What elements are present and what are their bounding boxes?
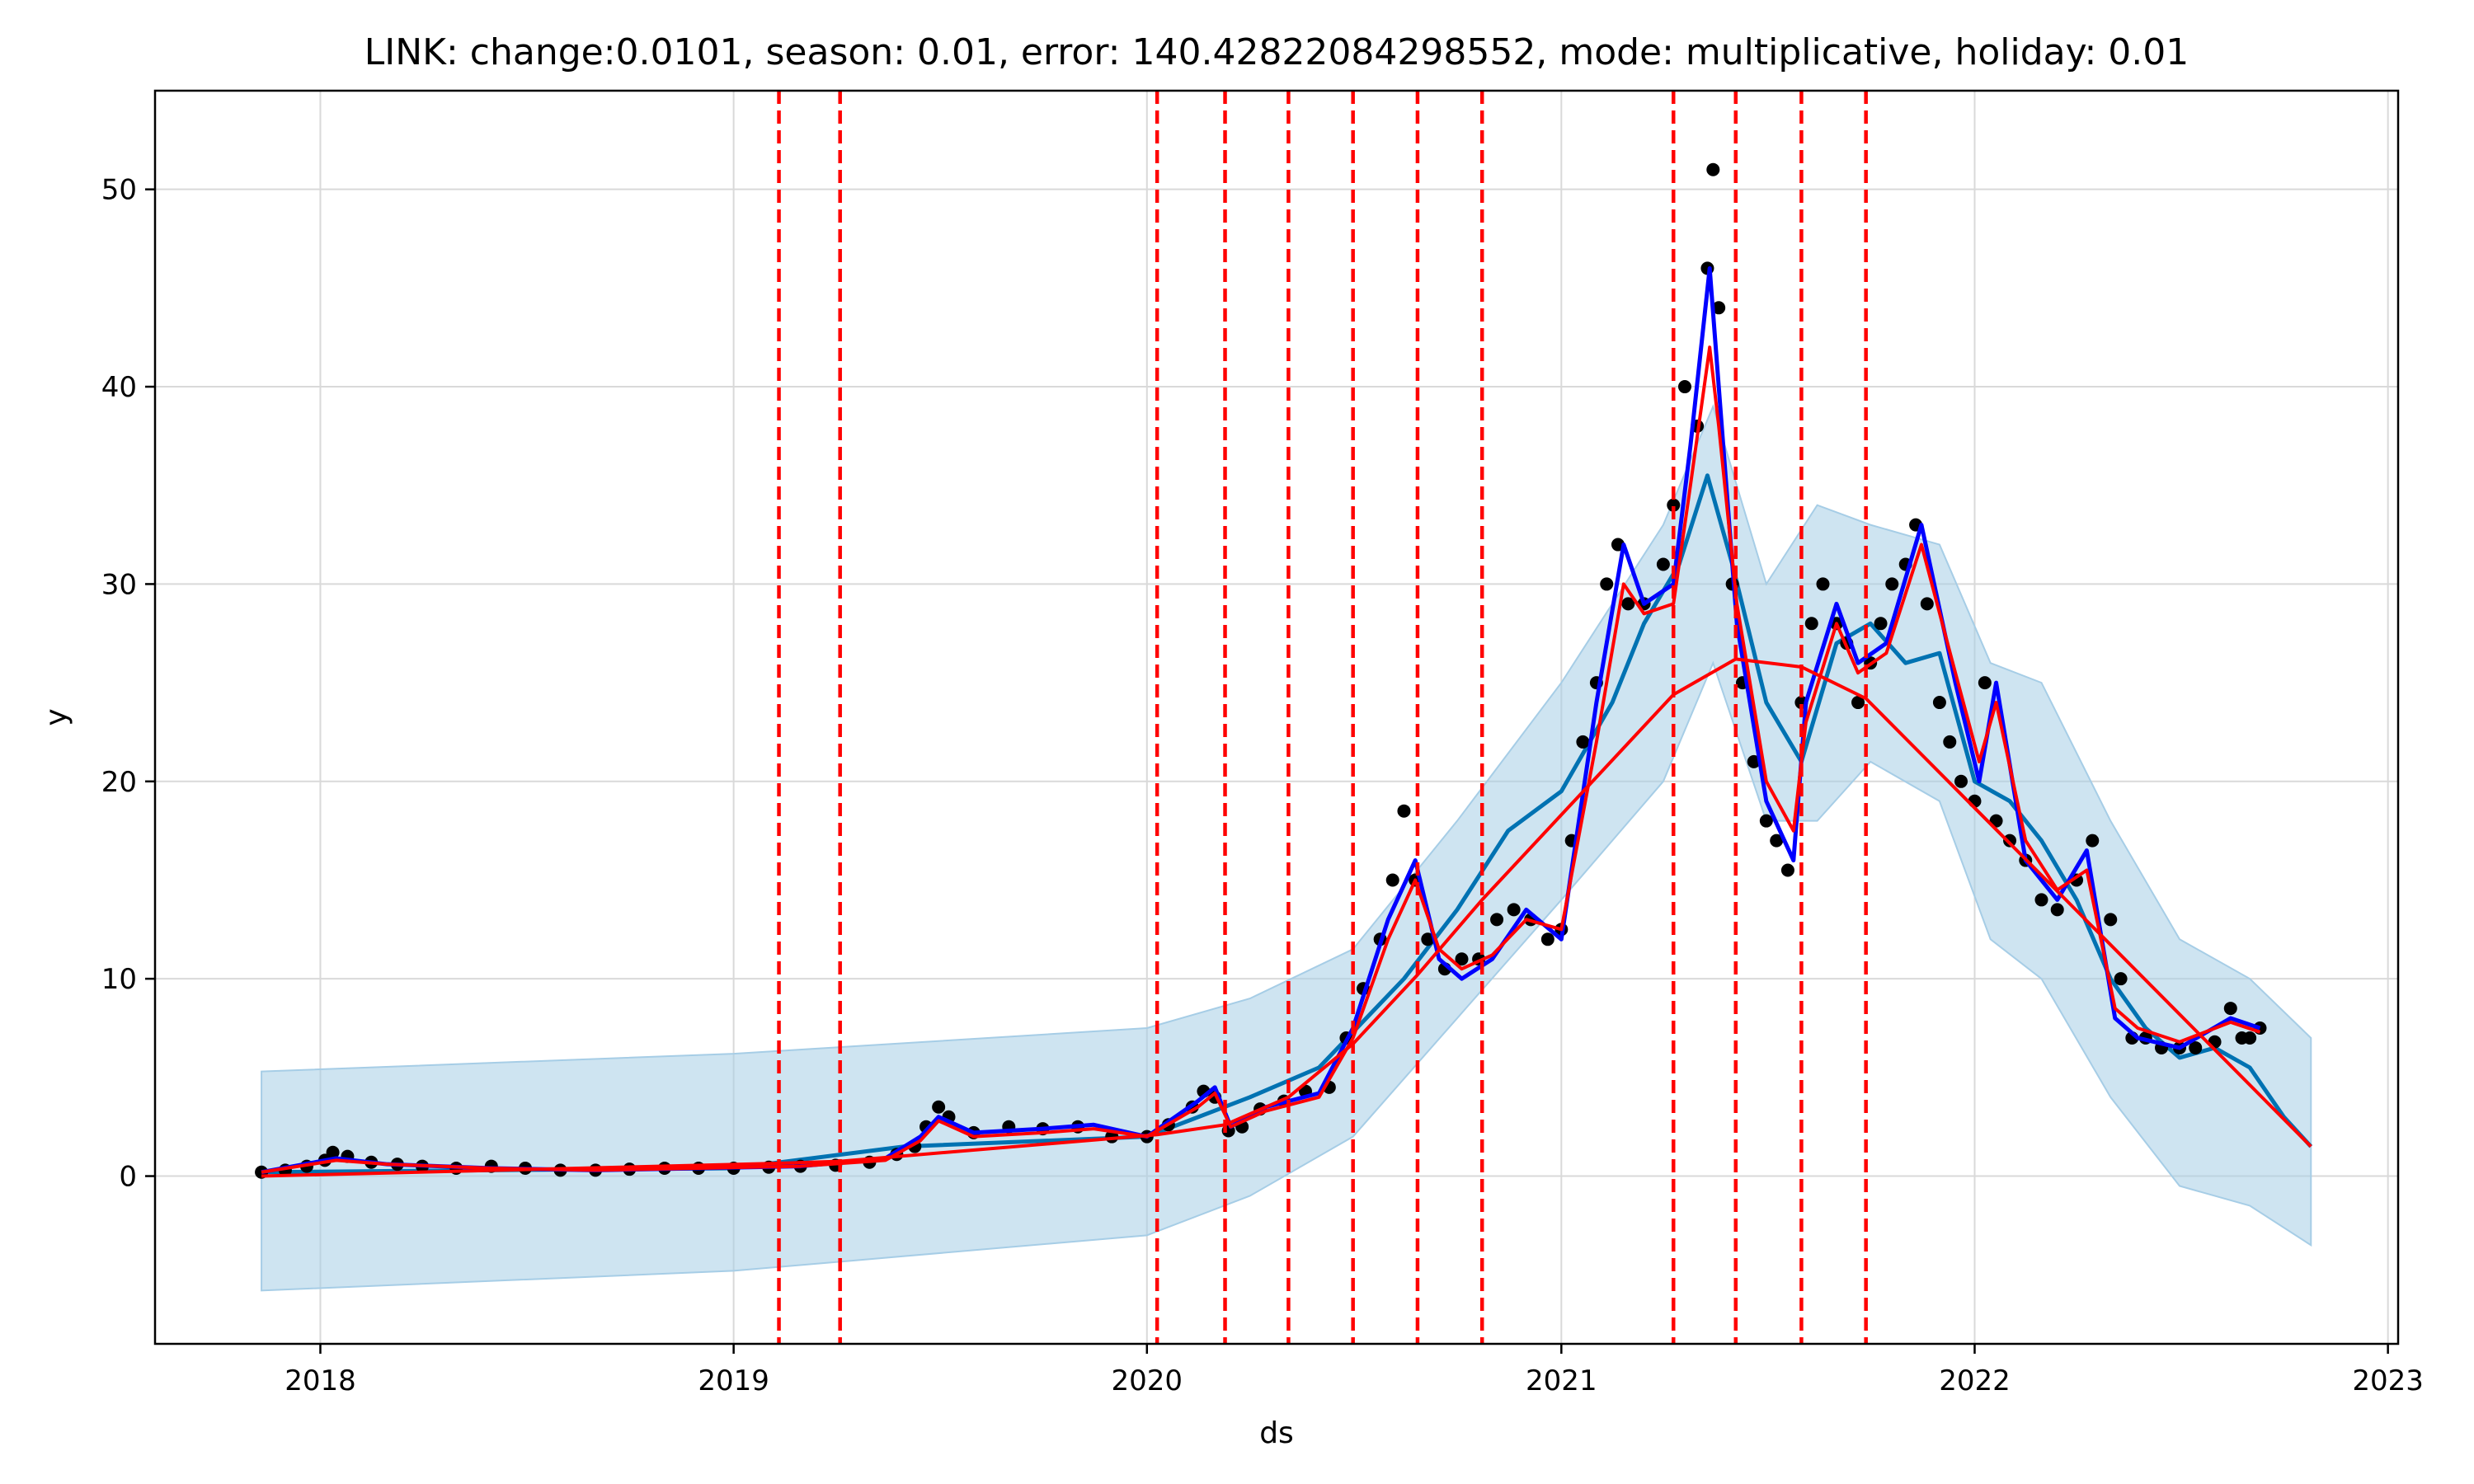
uncertainty-band [261, 404, 2312, 1292]
observed-point [1770, 834, 1784, 848]
forecast-line [261, 473, 2313, 1175]
observed-point [1932, 696, 1946, 710]
observed-point [1656, 557, 1670, 571]
observed-point [2034, 893, 2048, 907]
y-tick-label: 50 [101, 174, 137, 207]
observed-point [932, 1100, 946, 1114]
y-tick-label: 20 [101, 766, 137, 799]
x-tick-label: 2022 [1939, 1364, 2011, 1397]
x-tick-label: 2019 [698, 1364, 769, 1397]
observed-point [2243, 1031, 2257, 1045]
observed-point [1780, 863, 1794, 877]
observed-point [2050, 903, 2064, 917]
y-tick-label: 0 [119, 1161, 137, 1194]
fit-line-layer [261, 265, 2261, 1175]
observed-point [1385, 873, 1399, 887]
x-axis: 2018 2019 2020 2021 2022 2023 [285, 1344, 2424, 1397]
trend-fit-line [261, 345, 2261, 1174]
observed-point [1943, 735, 1957, 749]
observed-point [2086, 834, 2100, 848]
trend-line-layer [261, 345, 2312, 1178]
observed-point [1706, 162, 1720, 176]
changepoints-layer [777, 91, 1868, 1344]
observed-point [1851, 696, 1865, 710]
x-tick-label: 2020 [1112, 1364, 1183, 1397]
observed-point [1759, 814, 1773, 828]
x-tick-label: 2023 [2352, 1364, 2424, 1397]
observed-point [1490, 913, 1504, 927]
observed-point [2104, 913, 2118, 927]
forecast-line-layer [261, 473, 2313, 1175]
trend-line [261, 657, 2312, 1178]
x-axis-label: ds [1259, 1416, 1294, 1450]
y-axis: 0 10 20 30 40 50 [101, 174, 155, 1194]
y-tick-label: 40 [101, 371, 137, 404]
observed-point [1978, 676, 1992, 690]
observed-point [1507, 903, 1521, 917]
observed-point [1816, 577, 1830, 591]
observed-point [1667, 498, 1681, 512]
y-tick-label: 30 [101, 568, 137, 601]
observed-point [1885, 577, 1899, 591]
chart-title: LINK: change:0.0101, season: 0.01, error… [365, 31, 2189, 73]
y-tick-label: 10 [101, 963, 137, 996]
observed-point [2189, 1040, 2203, 1054]
observed-point [1954, 774, 1968, 788]
observed-point [2114, 972, 2128, 986]
y-axis-label: y [40, 708, 73, 726]
observed-point [1677, 380, 1691, 394]
fit-line [261, 265, 2261, 1175]
observed-point [1920, 597, 1934, 611]
observed-point [1874, 617, 1888, 631]
observed-point [2003, 834, 2017, 848]
observed-point [1576, 735, 1590, 749]
observed-point [1397, 804, 1411, 818]
observed-point [326, 1145, 340, 1159]
observed-point [1600, 577, 1614, 591]
observed-point [1540, 932, 1554, 946]
observed-point [2223, 1002, 2237, 1016]
observed-point [1455, 952, 1469, 966]
x-tick-label: 2021 [1526, 1364, 1597, 1397]
observed-point [1621, 597, 1635, 611]
plot-frame [153, 89, 2400, 1345]
x-tick-label: 2018 [285, 1364, 356, 1397]
observed-point [1712, 301, 1726, 315]
observed-point [1421, 932, 1435, 946]
uncertainty-band-layer [261, 404, 2312, 1292]
observed-point [1804, 617, 1818, 631]
